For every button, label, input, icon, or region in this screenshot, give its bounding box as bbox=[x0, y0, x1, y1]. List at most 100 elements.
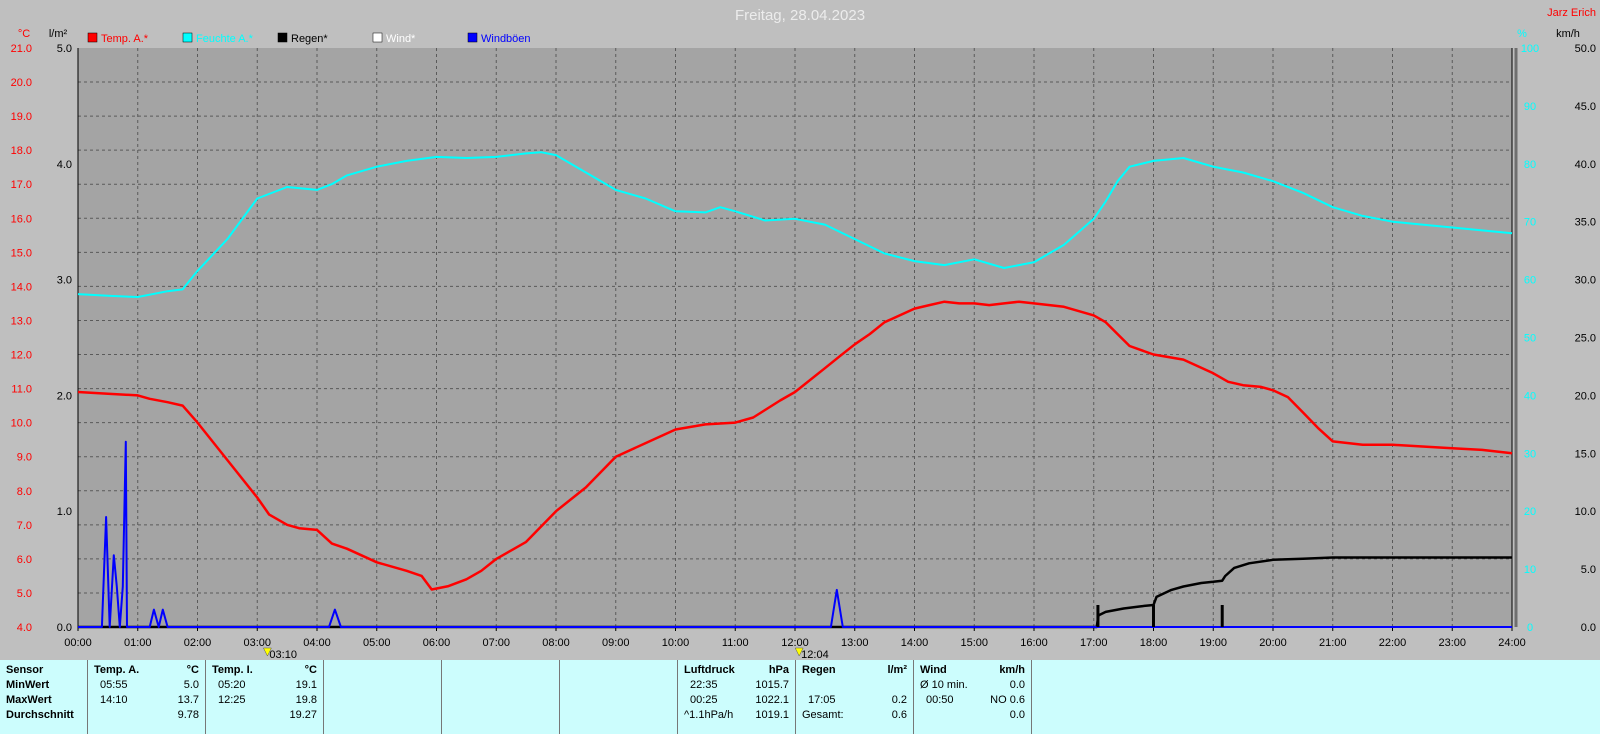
temp-tick-label: 21.0 bbox=[11, 43, 32, 55]
humidity-tick-label: 100 bbox=[1521, 43, 1539, 55]
wind-tick-label: 5.0 bbox=[1581, 564, 1596, 576]
wind-tick-label: 40.0 bbox=[1575, 159, 1596, 171]
wind-max: NO 0.6 bbox=[990, 694, 1025, 706]
humidity-tick-label: 20 bbox=[1524, 506, 1536, 518]
x-tick-label: 23:00 bbox=[1438, 637, 1466, 649]
wind-current: 0.0 bbox=[1009, 709, 1025, 721]
temp-tick-label: 9.0 bbox=[17, 452, 32, 464]
x-tick-label: 21:00 bbox=[1319, 637, 1347, 649]
wind-header: Wind bbox=[920, 664, 947, 676]
temp-tick-label: 13.0 bbox=[11, 315, 32, 327]
temp-i-min: 19.1 bbox=[295, 679, 317, 691]
wind-avg-label: Ø 10 min. bbox=[920, 679, 968, 691]
legend-swatch bbox=[182, 32, 193, 43]
x-tick-label: 16:00 bbox=[1020, 637, 1048, 649]
wind-tick-label: 15.0 bbox=[1575, 448, 1596, 460]
temp-a-column: Temp. A. °C 05:55 5.0 14:10 13.7 9.78 bbox=[88, 660, 206, 734]
humidity-tick-label: 10 bbox=[1524, 564, 1536, 576]
temp-tick-label: 5.0 bbox=[17, 588, 32, 600]
x-tick-label: 04:00 bbox=[303, 637, 331, 649]
avg-row-label: Durchschnitt bbox=[6, 709, 74, 721]
x-tick-label: 14:00 bbox=[901, 637, 929, 649]
x-tick-label: 20:00 bbox=[1259, 637, 1287, 649]
wind-tick-label: 25.0 bbox=[1575, 333, 1596, 345]
temp-a-header: Temp. A. bbox=[94, 664, 140, 676]
empty-column-3 bbox=[560, 660, 678, 734]
sensor-column: Sensor MinWert MaxWert Durchschnitt bbox=[0, 660, 88, 734]
humidity-tick-label: 50 bbox=[1524, 333, 1536, 345]
rain-header: Regen bbox=[802, 664, 836, 676]
pressure-max-time: 00:25 bbox=[690, 694, 718, 706]
wind-gust-line bbox=[78, 440, 1512, 628]
temp-i-unit: °C bbox=[304, 664, 317, 676]
rain-tick-label: 0.0 bbox=[57, 622, 72, 634]
wind-unit: km/h bbox=[999, 664, 1025, 676]
x-tick-label: 15:00 bbox=[960, 637, 988, 649]
temp-tick-label: 18.0 bbox=[11, 145, 32, 157]
legend-label: Feuchte A.* bbox=[196, 33, 254, 45]
wind-tick-label: 35.0 bbox=[1575, 217, 1596, 229]
pressure-trend: ^1.1hPa/h bbox=[684, 709, 734, 721]
time-marker-label: 03:10 bbox=[269, 649, 297, 660]
rain-total-label: Gesamt: bbox=[802, 709, 844, 721]
max-row-label: MaxWert bbox=[6, 694, 52, 706]
x-tick-label: 08:00 bbox=[542, 637, 570, 649]
legend-label: Temp. A.* bbox=[101, 33, 149, 45]
pressure-current: 1019.1 bbox=[755, 709, 789, 721]
legend-swatch bbox=[372, 32, 383, 43]
empty-column-1 bbox=[324, 660, 442, 734]
wind-axis-unit: km/h bbox=[1556, 28, 1580, 40]
time-marker-icon bbox=[263, 647, 272, 657]
rain-line bbox=[78, 556, 1512, 629]
temp-a-unit: °C bbox=[186, 664, 199, 676]
x-tick-label: 19:00 bbox=[1199, 637, 1227, 649]
legend-label: Regen* bbox=[291, 33, 328, 45]
wind-tick-label: 50.0 bbox=[1575, 43, 1596, 55]
wind-tick-label: 10.0 bbox=[1575, 506, 1596, 518]
temp-tick-label: 14.0 bbox=[11, 281, 32, 293]
rain-max: 0.2 bbox=[891, 694, 907, 706]
wind-tick-label: 0.0 bbox=[1581, 622, 1596, 634]
humidity-line bbox=[77, 151, 1513, 298]
temp-axis-unit: °C bbox=[18, 28, 30, 40]
temp-i-min-time: 05:20 bbox=[218, 679, 246, 691]
wind-tick-label: 30.0 bbox=[1575, 275, 1596, 287]
legend-swatch bbox=[277, 32, 288, 43]
temp-tick-label: 6.0 bbox=[17, 554, 32, 566]
rain-tick-label: 5.0 bbox=[57, 43, 72, 55]
humidity-tick-label: 60 bbox=[1524, 275, 1536, 287]
wind-tick-label: 20.0 bbox=[1575, 390, 1596, 402]
time-marker-icon bbox=[794, 647, 804, 657]
author-label: Jarz Erich bbox=[1547, 7, 1596, 19]
temp-tick-label: 17.0 bbox=[11, 179, 32, 191]
temp-i-header: Temp. I. bbox=[212, 664, 253, 676]
temp-tick-label: 20.0 bbox=[11, 77, 32, 89]
x-tick-label: 02:00 bbox=[184, 637, 212, 649]
x-tick-label: 09:00 bbox=[602, 637, 630, 649]
temp-i-max-time: 12:25 bbox=[218, 694, 246, 706]
pressure-min: 1015.7 bbox=[755, 679, 789, 691]
wind-tick-label: 45.0 bbox=[1575, 101, 1596, 113]
x-tick-label: 10:00 bbox=[662, 637, 690, 649]
legend-label: Wind* bbox=[386, 33, 416, 45]
x-tick-label: 24:00 bbox=[1498, 637, 1526, 649]
humidity-tick-label: 90 bbox=[1524, 101, 1536, 113]
temp-a-min: 5.0 bbox=[183, 679, 199, 691]
x-tick-label: 17:00 bbox=[1080, 637, 1108, 649]
temp-tick-label: 16.0 bbox=[11, 213, 32, 225]
x-tick-label: 05:00 bbox=[363, 637, 391, 649]
rain-tick-label: 1.0 bbox=[57, 506, 72, 518]
humidity-tick-label: 40 bbox=[1524, 390, 1536, 402]
temp-tick-label: 7.0 bbox=[17, 520, 32, 532]
rain-tick-label: 2.0 bbox=[57, 390, 72, 402]
rain-column: Regen l/m² 17:05 0.2 Gesamt: 0.6 bbox=[796, 660, 914, 734]
rain-tick-label: 3.0 bbox=[57, 275, 72, 287]
temp-tick-label: 15.0 bbox=[11, 247, 32, 259]
x-tick-label: 18:00 bbox=[1140, 637, 1168, 649]
wind-avg: 0.0 bbox=[1009, 679, 1025, 691]
x-tick-label: 06:00 bbox=[423, 637, 451, 649]
humidity-tick-label: 80 bbox=[1524, 159, 1536, 171]
temp-tick-label: 4.0 bbox=[17, 622, 32, 634]
temp-i-max: 19.8 bbox=[295, 694, 317, 706]
temp-tick-label: 8.0 bbox=[17, 486, 32, 498]
